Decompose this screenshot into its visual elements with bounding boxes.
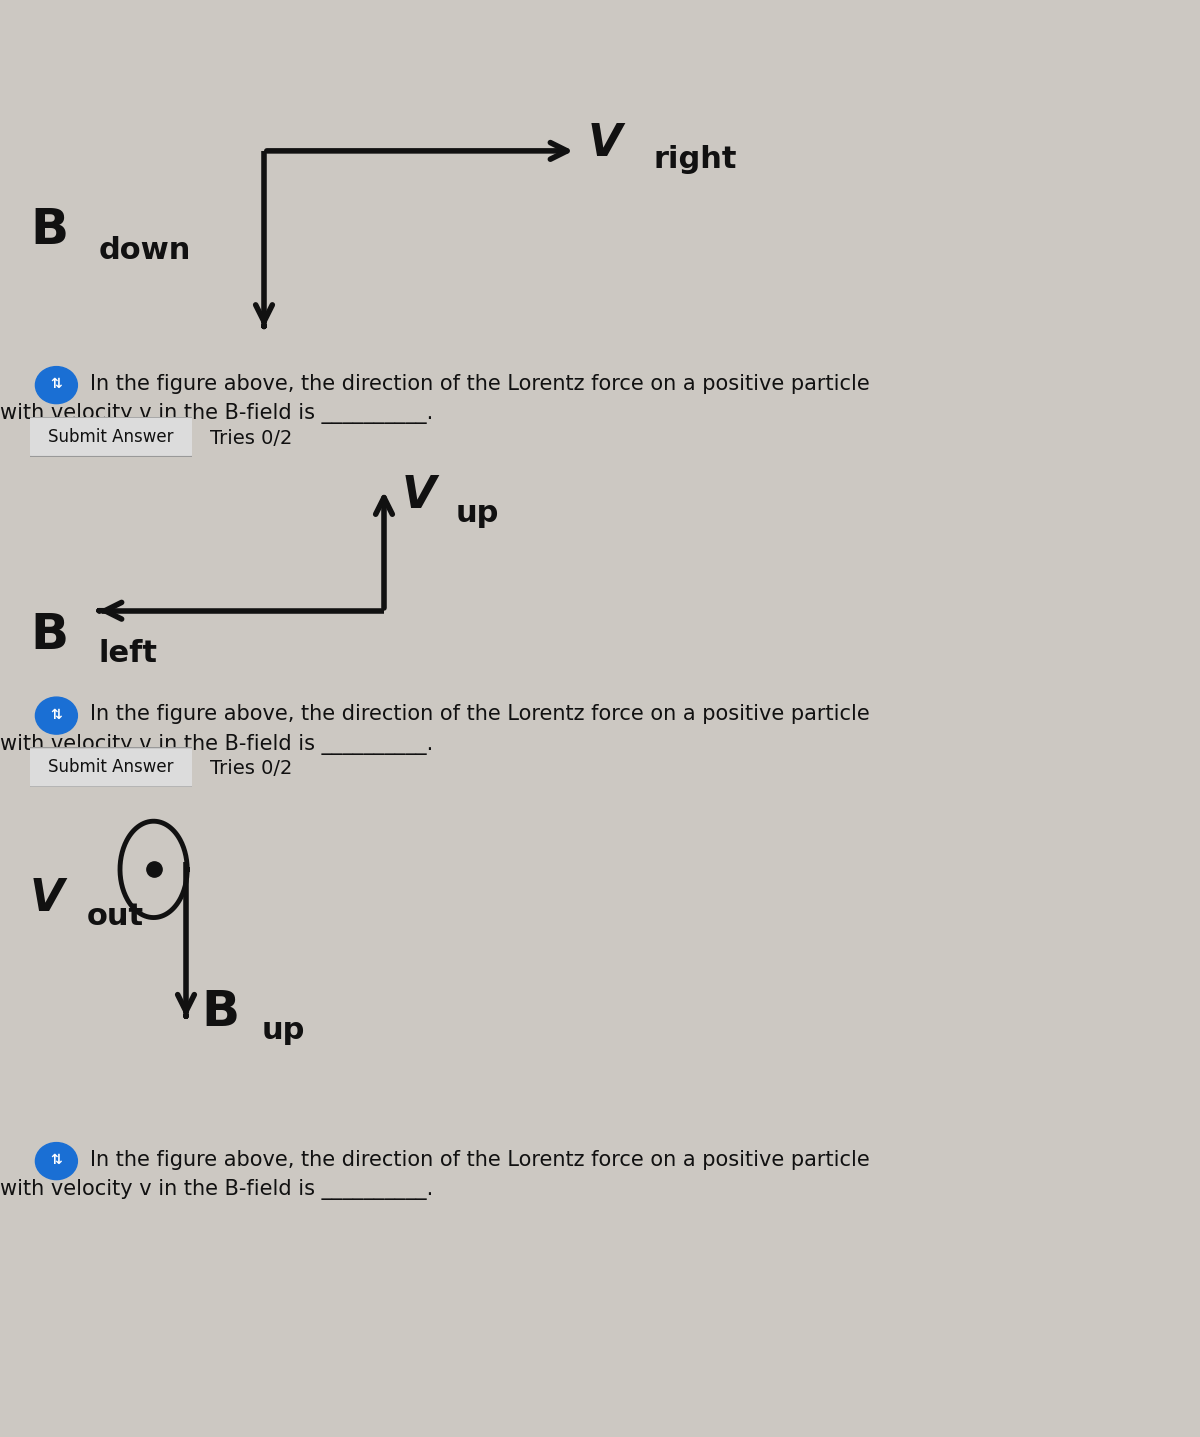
Text: V: V [588,122,623,165]
Text: ⇅: ⇅ [50,378,62,391]
Text: Tries 0/2: Tries 0/2 [210,759,293,779]
Text: In the figure above, the direction of the Lorentz force on a positive particle: In the figure above, the direction of th… [90,1150,870,1170]
Text: left: left [98,639,157,668]
Text: ⇅: ⇅ [50,708,62,721]
Text: with velocity v in the B-field is __________.: with velocity v in the B-field is ______… [0,734,433,754]
Text: right: right [654,145,738,174]
Text: Submit Answer: Submit Answer [48,428,174,445]
Circle shape [36,1142,77,1180]
Text: out: out [86,902,144,931]
Text: Tries 0/2: Tries 0/2 [210,428,293,448]
Text: B: B [30,205,68,254]
FancyBboxPatch shape [24,747,198,787]
FancyBboxPatch shape [24,417,198,457]
Text: ⇅: ⇅ [50,1154,62,1167]
Text: V: V [30,877,65,920]
Circle shape [36,366,77,404]
Text: In the figure above, the direction of the Lorentz force on a positive particle: In the figure above, the direction of th… [90,704,870,724]
Text: with velocity v in the B-field is __________.: with velocity v in the B-field is ______… [0,1180,433,1200]
Text: with velocity v in the B-field is __________.: with velocity v in the B-field is ______… [0,404,433,424]
Text: B: B [202,987,240,1036]
Text: up: up [456,499,499,527]
Text: down: down [98,236,191,264]
Text: V: V [402,474,437,517]
Text: B: B [30,611,68,660]
Text: Submit Answer: Submit Answer [48,759,174,776]
Text: In the figure above, the direction of the Lorentz force on a positive particle: In the figure above, the direction of th… [90,374,870,394]
Text: up: up [262,1016,305,1045]
Circle shape [36,697,77,734]
